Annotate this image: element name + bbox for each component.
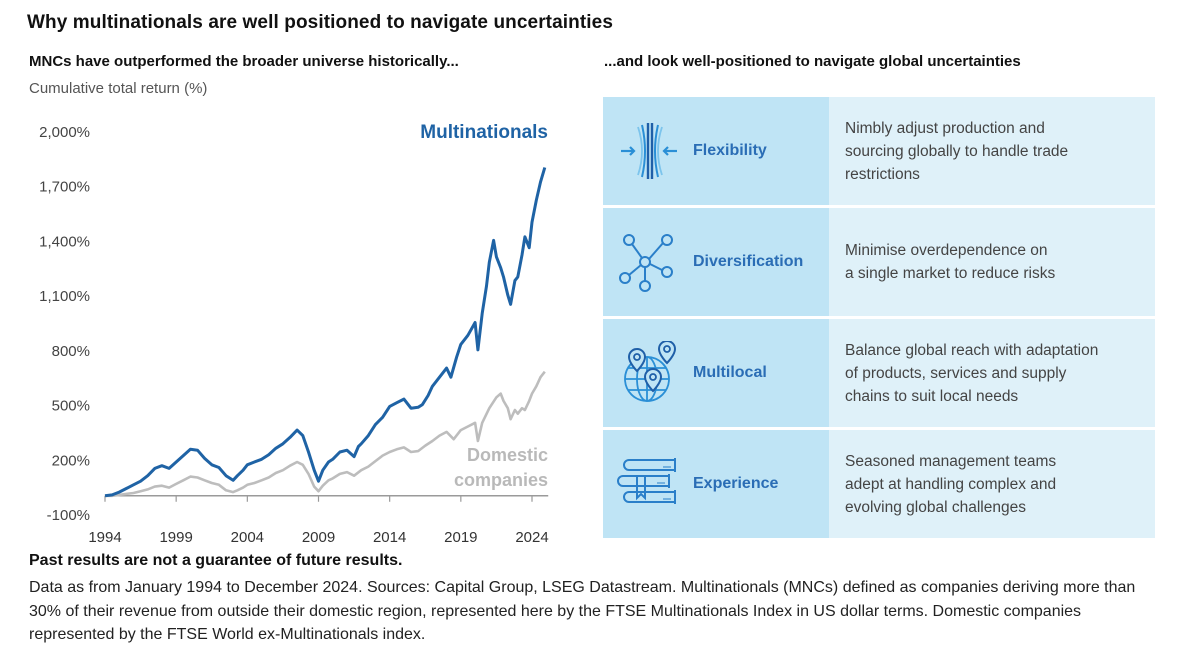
- page-title: Why multinationals are well positioned t…: [27, 12, 614, 33]
- pillar-description: Nimbly adjust production and sourcing gl…: [829, 97, 1155, 205]
- y-tick-label: 800%: [52, 343, 90, 360]
- pillar-description: Balance global reach with adaptation of …: [829, 319, 1155, 427]
- x-tick-label: 2009: [302, 529, 335, 546]
- pillar-description: Minimise overdependence on a single mark…: [829, 208, 1155, 316]
- pillar-label: Experience: [693, 475, 779, 492]
- source-notes: Data as from January 1994 to December 20…: [29, 579, 1136, 643]
- pillar-label: Diversification: [693, 253, 804, 270]
- pillars-subtitle: ...and look well-positioned to navigate …: [604, 53, 1021, 70]
- x-axis: 1994 1999 2004 2009 2014 2019 2024: [88, 495, 549, 546]
- series-label-domestic-line1: Domestic: [467, 445, 548, 465]
- x-tick-label: 2019: [444, 529, 477, 546]
- pillar-head: Flexibility: [603, 97, 829, 205]
- y-tick-label: 1,400%: [39, 233, 90, 250]
- pillar-row-multilocal: Multilocal Balance global reach with ada…: [603, 319, 1155, 427]
- x-tick-label: 2024: [515, 529, 548, 546]
- pillar-description-text: Balance global reach with adaptation of …: [845, 341, 1099, 405]
- y-tick-label: 1,700%: [39, 179, 90, 196]
- x-tick-label: 2004: [231, 529, 264, 546]
- books-icon: [617, 458, 676, 504]
- y-tick-label: 1,100%: [39, 288, 90, 305]
- x-tick-label: 1994: [88, 529, 121, 546]
- flexibility-icon: [621, 123, 677, 179]
- y-axis: -100% 200% 500% 800% 1,100% 1,400% 1,700% 2,000…: [39, 124, 90, 524]
- pillar-row-experience: Experience Seasoned management teams ade…: [603, 430, 1155, 538]
- pillar-head: Experience: [603, 430, 829, 538]
- series-lines: [104, 167, 547, 498]
- series-label-domestic-line2: companies: [454, 470, 548, 490]
- chart-subtitle: MNCs have outperformed the broader unive…: [29, 53, 459, 70]
- y-tick-label: 500%: [52, 398, 90, 415]
- pillar-head: Diversification: [603, 208, 829, 316]
- y-axis-title: Cumulative total return (%): [29, 80, 208, 97]
- pillar-label: Multilocal: [693, 364, 767, 381]
- y-tick-label: 2,000%: [39, 124, 90, 141]
- series-line-multinationals: [104, 167, 547, 498]
- pillar-description-text: Minimise overdependence on a single mark…: [845, 242, 1056, 282]
- series-line-domestic: [105, 370, 546, 498]
- cumulative-return-chart: -100% 200% 500% 800% 1,100% 1,400% 1,700% 2,000…: [39, 122, 549, 546]
- pillar-row-diversification: Diversification Minimise overdependence …: [603, 208, 1155, 316]
- disclaimer: Past results are not a guarantee of futu…: [29, 552, 403, 569]
- pillar-row-flexibility: Flexibility Nimbly adjust production and…: [603, 97, 1155, 205]
- series-label-multinationals: Multinationals: [420, 122, 548, 143]
- pillar-description-text: Nimbly adjust production and sourcing gl…: [845, 119, 1069, 183]
- pillar-label: Flexibility: [693, 142, 767, 159]
- y-tick-label: 200%: [52, 452, 90, 469]
- pillars-panel: Flexibility Nimbly adjust production and…: [603, 97, 1155, 538]
- y-tick-label: -100%: [47, 507, 90, 524]
- network-nodes-icon: [619, 234, 673, 292]
- pillar-head: Multilocal: [603, 319, 829, 427]
- pillar-description: Seasoned management teams adept at handl…: [829, 430, 1155, 538]
- pillar-description-text: Seasoned management teams adept at handl…: [845, 452, 1057, 516]
- x-tick-label: 1999: [159, 529, 192, 546]
- x-tick-label: 2014: [373, 529, 406, 546]
- globe-pins-icon: [624, 341, 677, 402]
